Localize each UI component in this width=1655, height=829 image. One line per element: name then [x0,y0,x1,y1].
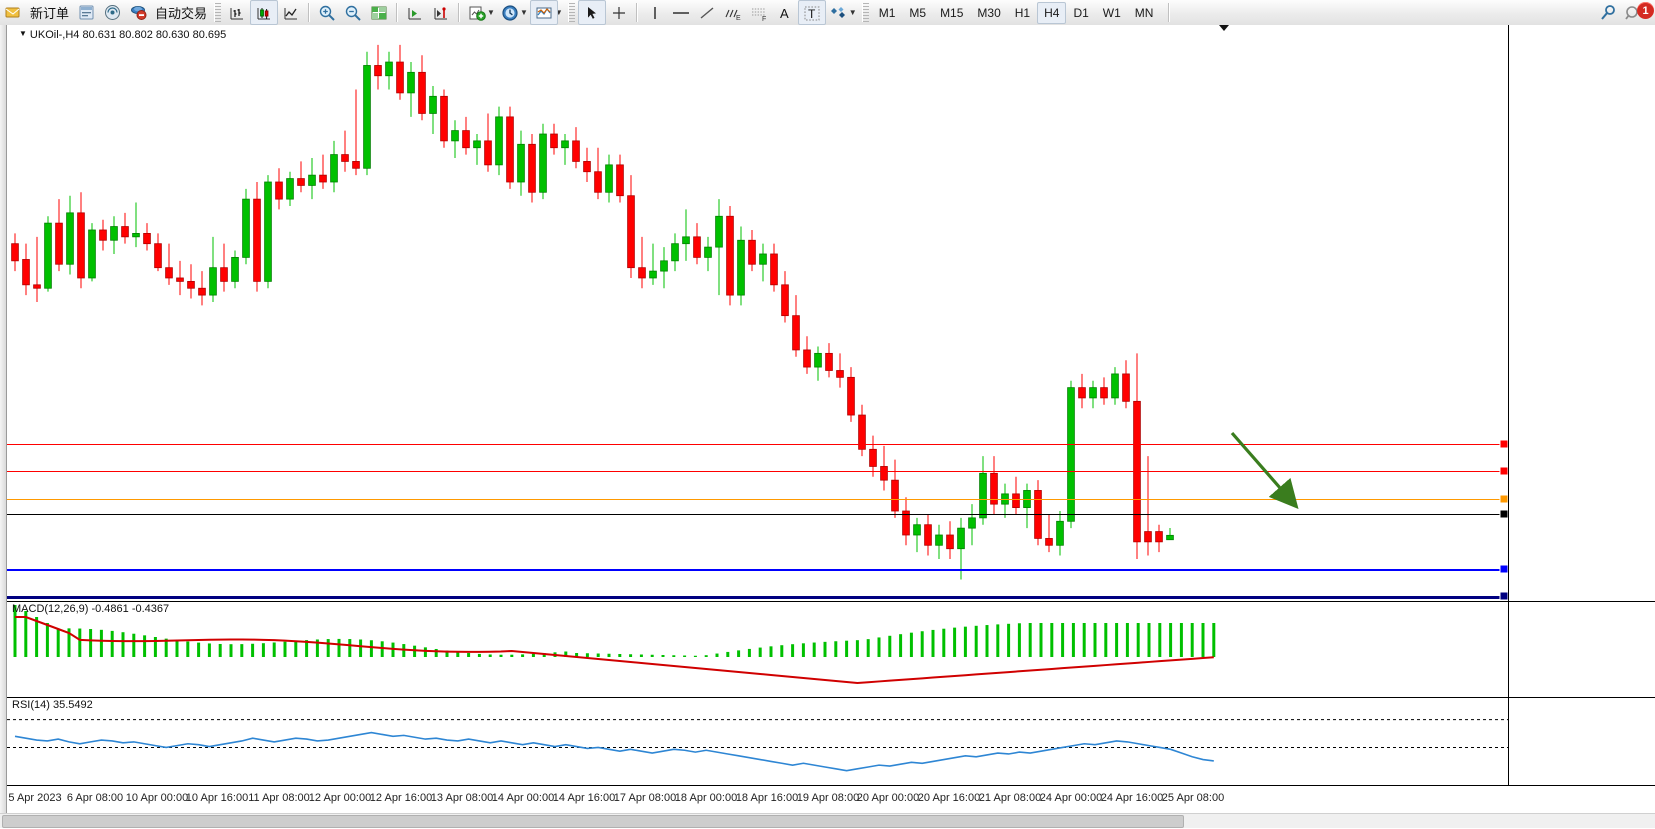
time-label: 5 Apr 2023 [8,792,62,804]
cursor-icon[interactable] [577,0,606,25]
time-label: 6 Apr 08:00 [66,792,124,804]
macd-axis-sep [1508,601,1655,602]
time-label: 24 Apr 00:00 [1039,792,1103,804]
price-candles-svg [7,44,1508,772]
time-label: 21 Apr 08:00 [978,792,1042,804]
toolbar-grip[interactable] [214,3,222,22]
bar-chart-icon[interactable] [224,1,250,24]
shift-start-icon[interactable] [402,1,428,24]
zoom-in-icon[interactable] [314,1,340,24]
time-label: 18 Apr 00:00 [674,792,738,804]
time-label: 17 Apr 08:00 [613,792,677,804]
time-label: 18 Apr 16:00 [735,792,799,804]
time-label: 19 Apr 08:00 [796,792,860,804]
level-line-support-1[interactable] [7,569,1508,571]
level-line-support-2[interactable] [7,596,1508,599]
vertical-line-icon[interactable] [642,1,668,24]
macd-label: MACD(12,26,9) -0.4861 -0.4367 [12,603,170,615]
chart-symbol-header: ▼ UKOil-,H4 80.631 80.802 80.630 80.695 [19,29,226,41]
time-label: 20 Apr 00:00 [856,792,920,804]
data-window-icon[interactable] [73,1,99,24]
main-toolbar: 新订单 自动交易 [0,0,1655,26]
rsi-axis-sep [1508,697,1655,698]
time-label: 14 Apr 16:00 [552,792,616,804]
svg-text:A: A [780,6,789,21]
time-label: 11 Apr 08:00 [248,792,310,804]
arrow-annotation-icon[interactable] [1222,425,1342,535]
chart-left-rail [0,25,7,828]
templates-icon[interactable] [529,0,558,25]
new-order-label[interactable]: 新订单 [30,6,70,21]
search-icon[interactable] [1595,1,1621,24]
text-icon[interactable]: A [772,1,798,24]
timeframe-m1[interactable]: M1 [878,5,896,20]
level-line-resistance-2[interactable] [7,471,1508,472]
svg-text:T: T [808,7,816,21]
crosshair-icon[interactable] [606,1,632,24]
chart-plot-area[interactable]: ▼ UKOil-,H4 80.631 80.802 80.630 80.695 M… [7,25,1655,828]
shapes-dropdown-caret[interactable]: ▼ [848,8,857,17]
time-label: 10 Apr 16:00 [185,792,249,804]
alerts-icon[interactable]: 1 [1621,1,1655,24]
period-clock-icon[interactable] [497,1,523,24]
period-dropdown-caret[interactable]: ▼ [519,8,528,17]
time-label: 20 Apr 16:00 [917,792,981,804]
shapes-icon[interactable] [826,1,852,24]
new-order-icon[interactable] [0,1,26,24]
rsi-label: RSI(14) 35.5492 [12,699,93,711]
horizontal-line-icon[interactable] [668,1,694,24]
fibonacci-icon[interactable]: F [746,1,772,24]
rsi-pane-top-border [7,697,1508,698]
auto-trading-icon[interactable] [125,1,151,24]
grid-icon[interactable] [366,1,392,24]
timeframe-toolbar-grip[interactable] [861,3,869,22]
time-label: 12 Apr 16:00 [369,792,433,804]
timeframe-d1[interactable]: D1 [1073,5,1089,20]
level-line-current-price[interactable] [7,514,1508,515]
timeframe-m30[interactable]: M30 [977,5,1001,20]
zoom-out-icon[interactable] [340,1,366,24]
shift-end-icon[interactable] [428,1,454,24]
elliott-wave-icon[interactable]: E [720,1,746,24]
level-line-pivot[interactable] [7,499,1508,500]
svg-text:F: F [762,16,766,22]
time-label: 24 Apr 16:00 [1100,792,1164,804]
indicator-dropdown-caret[interactable]: ▼ [487,8,495,17]
signals-icon[interactable] [99,1,125,24]
timeframe-group: M1 M5 M15 M30 H1 H4 D1 W1 MN [872,1,1161,24]
trendline-icon[interactable] [694,1,720,24]
chart-window[interactable]: ▼ UKOil-,H4 80.631 80.802 80.630 80.695 M… [0,25,1655,829]
time-label: 12 Apr 00:00 [308,792,372,804]
time-label: 25 Apr 08:00 [1161,792,1225,804]
text-label-icon[interactable]: T [797,0,826,25]
templates-dropdown-caret[interactable]: ▼ [554,8,563,17]
line-chart-icon[interactable] [278,1,304,24]
timeframe-m5[interactable]: M5 [909,5,927,20]
timeframe-mn[interactable]: MN [1134,5,1154,20]
notification-badge[interactable]: 1 [1637,2,1654,19]
timeframe-h4[interactable]: H4 [1037,1,1067,24]
time-label: 10 Apr 00:00 [125,792,189,804]
candlestick-chart-icon[interactable] [250,0,279,25]
macd-pane-top-border [7,601,1508,602]
symbol-ohlc-text: UKOil-,H4 80.631 80.802 80.630 80.695 [29,29,227,41]
time-label: 13 Apr 08:00 [430,792,494,804]
timeframe-h1[interactable]: H1 [1014,5,1031,20]
timeframe-m15[interactable]: M15 [940,5,964,20]
level-line-resistance-1[interactable] [7,444,1508,445]
drawing-toolbar-grip[interactable] [567,3,575,22]
timeframe-w1[interactable]: W1 [1102,5,1121,20]
time-label: 14 Apr 00:00 [491,792,555,804]
scrollbar-thumb[interactable] [2,815,1184,828]
auto-trading-label[interactable]: 自动交易 [155,6,208,21]
svg-text:E: E [736,15,741,22]
price-axis[interactable]: 87.98087.50087.02086.55086.07085.59085.1… [1508,25,1655,785]
add-indicator-icon[interactable] [464,1,490,24]
horizontal-scrollbar[interactable] [0,813,1655,828]
collapse-arrow-icon[interactable]: ▼ [19,29,27,38]
crosshair-marker [1219,25,1229,31]
